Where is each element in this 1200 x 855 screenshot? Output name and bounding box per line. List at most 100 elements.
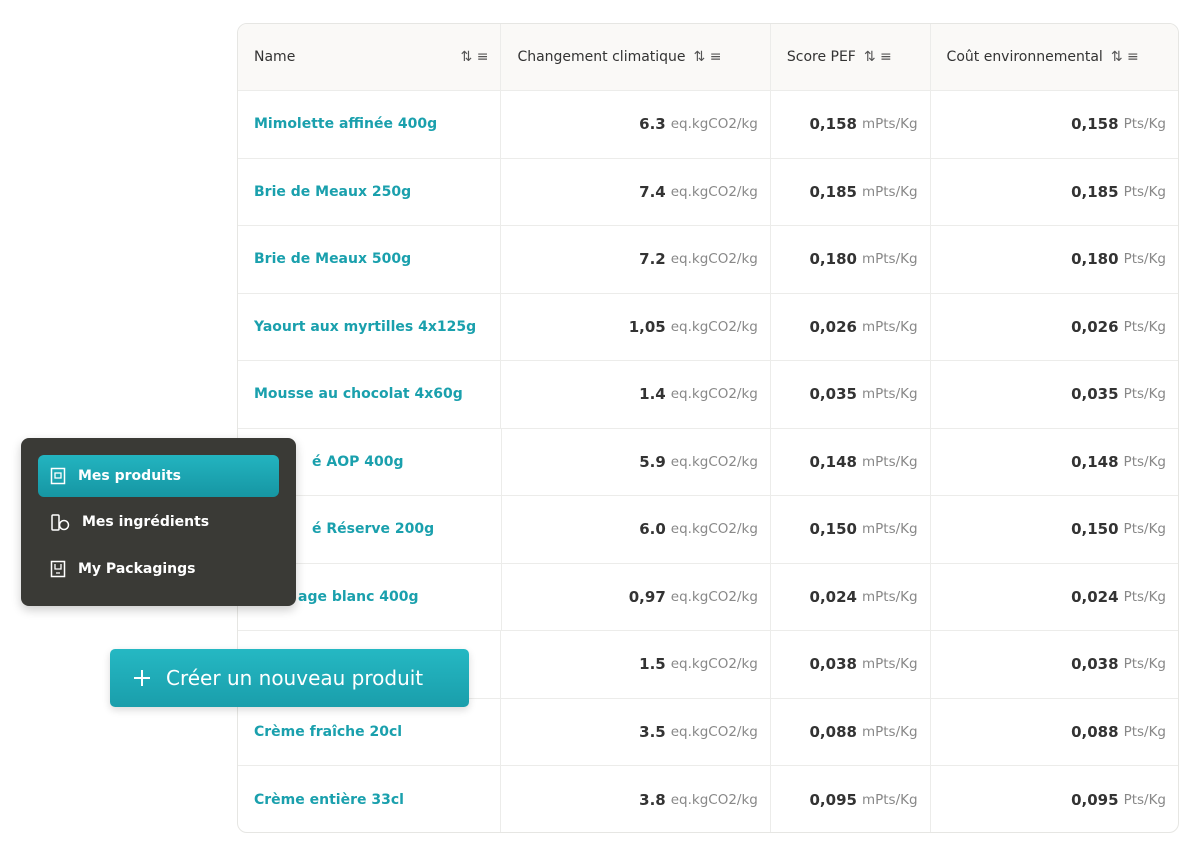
value: 7.2 xyxy=(639,250,666,269)
value-cell: 3.5 eq.kgCO2/kg xyxy=(501,698,771,765)
header-icons[interactable]: ⇅ ≡ xyxy=(863,49,892,65)
value: 0,180 xyxy=(809,250,857,269)
value: 0,024 xyxy=(1071,587,1119,606)
name-cell xyxy=(238,631,502,698)
value: 0,038 xyxy=(1071,655,1119,674)
unit: eq.kgCO2/kg xyxy=(670,723,758,740)
product-link[interactable]: Mimolette affinée 400g xyxy=(254,116,438,133)
value-cell: 0,035 mPts/Kg xyxy=(771,361,931,428)
value-cell: 0,026 Pts/Kg xyxy=(931,294,1178,361)
product-link[interactable]: Brie de Meaux 500g xyxy=(254,251,412,268)
unit: Pts/Kg xyxy=(1123,521,1166,538)
product-link[interactable]: Yaourt aux myrtilles 4x125g xyxy=(254,318,477,335)
value: 1.4 xyxy=(639,385,666,404)
value-cell: 0,185 mPts/Kg xyxy=(771,158,931,225)
unit: Pts/Kg xyxy=(1123,116,1167,133)
value: 0,158 xyxy=(1071,115,1119,134)
value-cell: 0,97 eq.kgCO2/kg xyxy=(502,563,771,630)
name-cell: Crème entière 33cl xyxy=(238,766,502,832)
value: 7.4 xyxy=(639,182,666,201)
table-row: é AOP 400g 5.9 eq.kgCO2/kg 0,148 mPts/Kg 0,14… xyxy=(238,428,1178,496)
name-cell: Mousse au chocolat 4x60g xyxy=(238,361,502,428)
header-cell[interactable]: Changement climatique ⇅ ≡ xyxy=(501,24,771,90)
header-cell[interactable]: Name ⇅ ≡ xyxy=(238,24,502,90)
product-link[interactable]: é Réserve 200g xyxy=(312,521,435,538)
value: 0,095 xyxy=(809,790,857,809)
nav-menu: Mes produits Mes ingrédients My Packagin… xyxy=(21,438,296,606)
product-link[interactable]: Mousse au chocolat 4x60g xyxy=(254,386,463,403)
header-cell[interactable]: Coût environnemental ⇅ ≡ xyxy=(931,24,1178,90)
table-row: Brie de Meaux 500g 7.2 eq.kgCO2/kg 0,180 mPt… xyxy=(238,226,1178,294)
unit: Pts/Kg xyxy=(1123,251,1167,268)
unit: eq.kgCO2/kg xyxy=(670,386,758,403)
name-cell: é AOP 400g xyxy=(238,428,502,495)
unit: mPts/Kg xyxy=(861,183,918,200)
menu-item[interactable]: My Packagings xyxy=(38,548,279,590)
unit: eq.kgCO2/kg xyxy=(670,251,758,268)
value-cell: 0,035 Pts/Kg xyxy=(931,361,1178,428)
value: 3.8 xyxy=(639,790,666,809)
unit: eq.kgCO2/kg xyxy=(670,453,758,470)
value: 0,185 xyxy=(1071,182,1119,201)
value-cell: 6.0 eq.kgCO2/kg xyxy=(502,496,771,563)
unit: mPts/Kg xyxy=(861,588,918,605)
create-button[interactable]: Créer un nouveau produit xyxy=(110,649,469,707)
product-link[interactable]: é AOP 400g xyxy=(312,453,404,470)
unit: mPts/Kg xyxy=(861,318,918,335)
unit: Pts/Kg xyxy=(1123,656,1167,673)
table-header: Name ⇅ ≡ Changement climatique ⇅ ≡ Score P… xyxy=(238,24,1178,91)
value-cell: 3.8 eq.kgCO2/kg xyxy=(501,766,771,832)
table-row: age blanc 400g 0,97 eq.kgCO2/kg 0,024 mPts/K… xyxy=(238,563,1178,631)
value: 0,185 xyxy=(809,182,857,201)
value-cell: 1.4 eq.kgCO2/kg xyxy=(501,361,771,428)
value: 0,026 xyxy=(1071,317,1119,336)
unit: mPts/Kg xyxy=(861,791,918,808)
value: 5.9 xyxy=(639,452,666,471)
name-cell: Yaourt aux myrtilles 4x125g xyxy=(238,293,502,360)
value: 1.5 xyxy=(639,655,666,674)
header-cell[interactable]: Score PEF ⇅ ≡ xyxy=(771,24,931,90)
table-row: é Réserve 200g 6.0 eq.kgCO2/kg 0,150 mPts/Kg… xyxy=(238,496,1178,564)
unit: Pts/Kg xyxy=(1123,183,1167,200)
menu-item[interactable]: Mes produits xyxy=(38,455,279,497)
value: 6.0 xyxy=(639,520,666,539)
table-row: Crème fraîche 20cl 3.5 eq.kgCO2/kg 0,088 mPt… xyxy=(238,698,1178,766)
value: 0,148 xyxy=(1071,452,1119,471)
value-cell: 0,180 mPts/Kg xyxy=(771,226,931,293)
value: 0,024 xyxy=(809,587,857,606)
value-cell: 0,150 Pts/Kg xyxy=(931,496,1178,563)
value-cell: 6.3 eq.kgCO2/kg xyxy=(501,91,771,158)
value: 0,150 xyxy=(809,520,857,539)
header-icons[interactable]: ⇅ ≡ xyxy=(460,49,489,65)
value-cell: 7.4 eq.kgCO2/kg xyxy=(501,158,771,225)
value-cell: 0,148 Pts/Kg xyxy=(931,429,1178,496)
name-cell: Brie de Meaux 500g xyxy=(238,226,502,293)
menu-item[interactable]: Mes ingrédients xyxy=(38,501,279,543)
unit: eq.kgCO2/kg xyxy=(670,656,758,673)
value: 0,158 xyxy=(809,115,857,134)
name-cell: Crème fraîche 20cl xyxy=(238,698,502,765)
product-link[interactable]: Crème fraîche 20cl xyxy=(254,723,403,740)
product-link[interactable]: age blanc 400g xyxy=(298,588,419,605)
value-cell: 7.2 eq.kgCO2/kg xyxy=(501,226,771,293)
value-cell: 0,148 mPts/Kg xyxy=(771,428,931,495)
value-cell: 0,185 Pts/Kg xyxy=(931,159,1178,226)
table-row: Brie de Meaux 250g 7.4 eq.kgCO2/kg 0,185 mPt… xyxy=(238,158,1178,226)
unit: Pts/Kg xyxy=(1123,791,1167,808)
value-cell: 0,180 Pts/Kg xyxy=(931,226,1178,293)
header-icons[interactable]: ⇅ ≡ xyxy=(1110,49,1139,65)
unit: eq.kgCO2/kg xyxy=(670,791,758,808)
value: 0,97 xyxy=(628,587,666,606)
unit: mPts/Kg xyxy=(861,521,918,538)
product-link[interactable]: Brie de Meaux 250g xyxy=(254,183,412,200)
menu-label: My Packagings xyxy=(78,561,196,577)
name-cell: Mimolette affinée 400g xyxy=(238,91,502,158)
value-cell: 0,038 Pts/Kg xyxy=(931,631,1178,698)
header-icons[interactable]: ⇅ ≡ xyxy=(693,49,722,65)
value-cell: 0,158 Pts/Kg xyxy=(931,91,1178,158)
value-cell: 0,158 mPts/Kg xyxy=(771,91,931,158)
product-link[interactable]: Crème entière 33cl xyxy=(254,791,404,808)
value-cell: 0,088 Pts/Kg xyxy=(931,699,1178,766)
table-row: Yaourt aux myrtilles 4x125g 1,05 eq.kgCO2/… xyxy=(238,293,1178,361)
